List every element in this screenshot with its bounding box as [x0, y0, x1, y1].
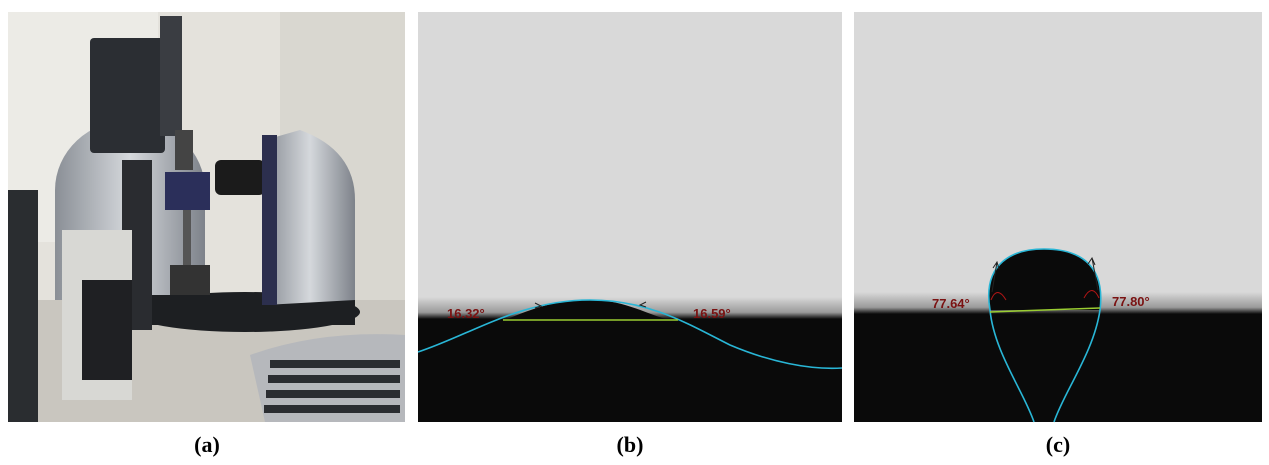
- angle-label: 77.64°: [932, 296, 970, 311]
- photo-panel: [8, 12, 405, 422]
- contact-angle-image: 77.64° 77.80°: [854, 12, 1262, 423]
- contact-angle-image: 16.32° 16.59°: [417, 12, 843, 422]
- angle-label: 16.59°: [693, 306, 731, 321]
- panel-label: (c): [1046, 432, 1070, 457]
- angle-label: 16.32°: [447, 306, 485, 321]
- panel-label: (a): [194, 432, 220, 457]
- angle-label: 77.80°: [1112, 294, 1150, 309]
- panel-label: (b): [617, 432, 644, 457]
